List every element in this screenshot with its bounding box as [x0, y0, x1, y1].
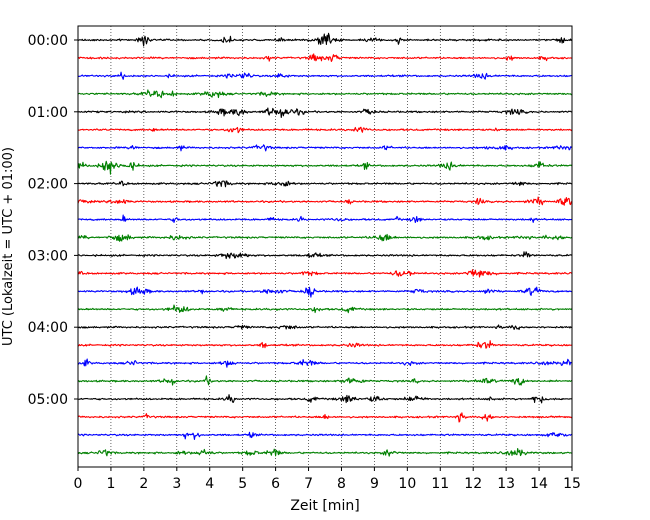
- y-axis: 00:00 01:00 02:00 03:00 04:00 05:00: [28, 33, 78, 408]
- grid-lines: [77, 26, 573, 467]
- trace-line: [77, 431, 573, 440]
- x-axis-label: Zeit [min]: [290, 498, 359, 514]
- x-tick-label: 15: [563, 476, 581, 492]
- x-tick-label: 5: [238, 476, 247, 492]
- trace-line: [77, 358, 573, 368]
- trace-line: [77, 126, 573, 134]
- trace-line: [77, 32, 573, 47]
- trace-line: [77, 304, 573, 314]
- x-tick-label: 7: [304, 476, 313, 492]
- trace-line: [77, 196, 573, 206]
- x-tick-label: 14: [530, 476, 548, 492]
- x-tick-label: 12: [464, 476, 482, 492]
- x-tick-label: 11: [431, 476, 449, 492]
- y-tick-label: 03:00: [28, 248, 68, 264]
- x-tick-label: 10: [398, 476, 416, 492]
- x-tick-label: 2: [139, 476, 148, 492]
- trace-line: [77, 107, 573, 118]
- trace-line: [77, 324, 573, 331]
- y-tick-label: 01:00: [28, 105, 68, 121]
- trace-group: [77, 32, 573, 457]
- trace-line: [77, 233, 573, 242]
- x-tick-label: 3: [172, 476, 181, 492]
- x-axis: 0 1 2 3 4 5 6 7 8 9 10 11 12 13 14 15: [74, 467, 581, 492]
- x-tick-label: 13: [497, 476, 515, 492]
- x-tick-label: 0: [74, 476, 83, 492]
- trace-line: [77, 144, 573, 152]
- trace-line: [77, 286, 573, 298]
- y-tick-label: 00:00: [28, 33, 68, 49]
- trace-line: [77, 340, 573, 349]
- trace-line: [77, 214, 573, 224]
- y-axis-label: UTC (Lokalzeit = UTC + 01:00): [1, 147, 16, 346]
- trace-line: [77, 269, 573, 278]
- y-tick-label: 05:00: [28, 392, 68, 408]
- x-tick-label: 6: [271, 476, 280, 492]
- trace-line: [77, 251, 573, 260]
- trace-line: [77, 71, 573, 80]
- trace-line: [77, 160, 573, 175]
- trace-line: [77, 412, 573, 423]
- trace-line: [77, 394, 573, 404]
- trace-line: [77, 180, 573, 188]
- trace-line: [77, 89, 573, 99]
- plot-frame: [77, 25, 573, 468]
- x-tick-label: 8: [337, 476, 346, 492]
- trace-line: [77, 448, 573, 457]
- y-tick-label: 04:00: [28, 320, 68, 336]
- x-tick-label: 4: [205, 476, 214, 492]
- trace-line: [77, 53, 573, 62]
- x-tick-label: 9: [370, 476, 379, 492]
- x-tick-label: 1: [106, 476, 115, 492]
- y-tick-label: 02:00: [28, 177, 68, 193]
- trace-line: [77, 375, 573, 386]
